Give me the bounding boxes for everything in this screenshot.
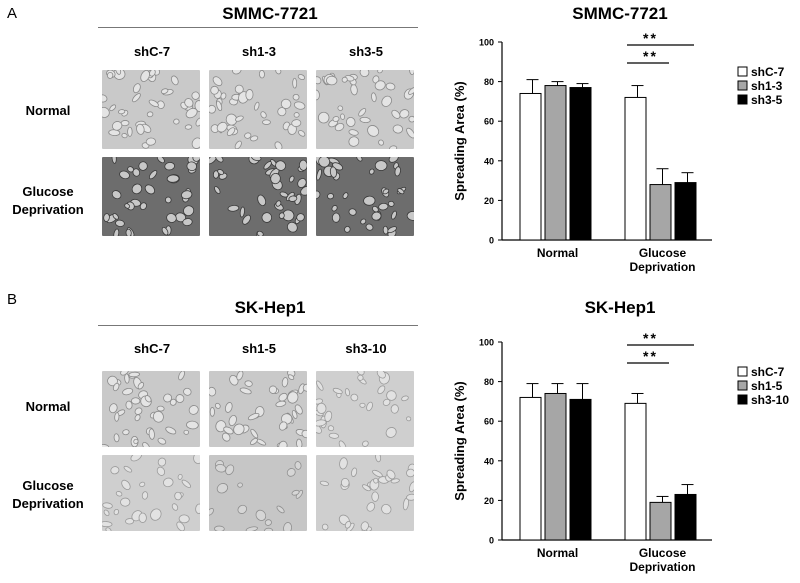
bar	[544, 85, 567, 241]
bar	[569, 398, 592, 541]
micrograph-image	[209, 70, 307, 149]
panel-b-col-label: shC-7	[133, 341, 171, 356]
legend-label: sh3-10	[751, 393, 789, 407]
micrograph-image	[102, 157, 200, 236]
micrograph-image	[209, 371, 307, 447]
panel-b-row-label: Glucose Deprivation	[12, 478, 84, 511]
micrograph-image	[316, 371, 414, 447]
y-tick-label: 40	[484, 156, 494, 166]
legend-swatch	[737, 94, 748, 105]
bar	[544, 392, 567, 541]
x-tick-label: Deprivation	[629, 560, 695, 574]
legend-swatch	[737, 66, 748, 77]
significance-label: **	[643, 30, 658, 46]
y-tick-label: 20	[484, 496, 494, 506]
y-tick-label: 100	[479, 38, 494, 48]
panel-a-letter: A	[7, 5, 18, 22]
chart-b: Spreading Area (%) 0 20 40 60 80 100 Normal Gluc…	[452, 330, 789, 574]
y-tick-label: 0	[489, 536, 494, 546]
chart-a-title: SMMC-7721	[572, 4, 668, 23]
y-tick-label: 80	[484, 377, 494, 387]
micrograph-image	[316, 455, 414, 531]
y-tick-label: 40	[484, 456, 494, 466]
micrograph-image	[102, 70, 200, 149]
bar	[624, 402, 647, 541]
significance-label: **	[643, 48, 658, 64]
panel-b-title: SK-Hep1	[234, 298, 306, 317]
micrograph-image	[102, 371, 200, 447]
x-tick-label: Deprivation	[629, 260, 695, 274]
y-axis-label: Spreading Area (%)	[452, 381, 467, 500]
x-tick-label: Glucose	[639, 546, 687, 560]
bar	[674, 182, 697, 241]
bar	[569, 87, 592, 241]
legend-label: shC-7	[751, 65, 785, 79]
y-tick-label: 60	[484, 117, 494, 127]
significance-label: **	[643, 348, 658, 364]
panel-b-col-label: sh3-10	[345, 341, 387, 356]
bar	[674, 493, 697, 541]
bar	[649, 501, 672, 541]
panel-b-row-label: Normal	[25, 399, 71, 414]
panel-a-row-label: Glucose Deprivation	[12, 184, 84, 217]
micrograph-image	[209, 157, 307, 236]
y-axis-label: Spreading Area (%)	[452, 81, 467, 200]
legend-label: sh3-5	[751, 93, 783, 107]
micrograph-image	[316, 157, 414, 236]
x-tick-label: Glucose	[639, 246, 687, 260]
chart-b-title: SK-Hep1	[584, 298, 656, 317]
panel-a-row-label: Normal	[25, 103, 71, 118]
legend-swatch	[737, 366, 748, 377]
y-tick-label: 80	[484, 77, 494, 87]
panel-b-title-rule	[98, 325, 418, 326]
panel-a-col-label: shC-7	[133, 44, 171, 59]
micrograph-image	[209, 455, 307, 531]
significance-label: **	[643, 330, 658, 346]
y-tick-label: 60	[484, 417, 494, 427]
x-tick-label: Normal	[537, 246, 578, 260]
panel-a-col-label: sh1-3	[242, 44, 276, 59]
y-tick-label: 0	[489, 236, 494, 246]
panel-a-title-rule	[98, 27, 418, 28]
micrograph-image	[102, 455, 200, 531]
bar	[519, 92, 542, 241]
panel-a-title: SMMC-7721	[222, 4, 318, 23]
bar	[624, 96, 647, 241]
bar	[519, 396, 542, 541]
panel-b-col-label: sh1-5	[242, 341, 276, 356]
legend-label: sh1-3	[751, 79, 783, 93]
bar	[649, 184, 672, 241]
legend-label: shC-7	[751, 365, 785, 379]
y-tick-label: 100	[479, 338, 494, 348]
legend-swatch	[737, 80, 748, 91]
chart-a: Spreading Area (%) 0 20 40 60 80 100 Normal Gluc…	[452, 30, 785, 274]
panel-a-col-label: sh3-5	[349, 44, 383, 59]
legend-swatch	[737, 394, 748, 405]
legend-swatch	[737, 380, 748, 391]
legend-label: sh1-5	[751, 379, 783, 393]
micrograph-image	[316, 70, 414, 149]
x-tick-label: Normal	[537, 546, 578, 560]
y-tick-label: 20	[484, 196, 494, 206]
panel-b-letter: B	[7, 291, 18, 308]
